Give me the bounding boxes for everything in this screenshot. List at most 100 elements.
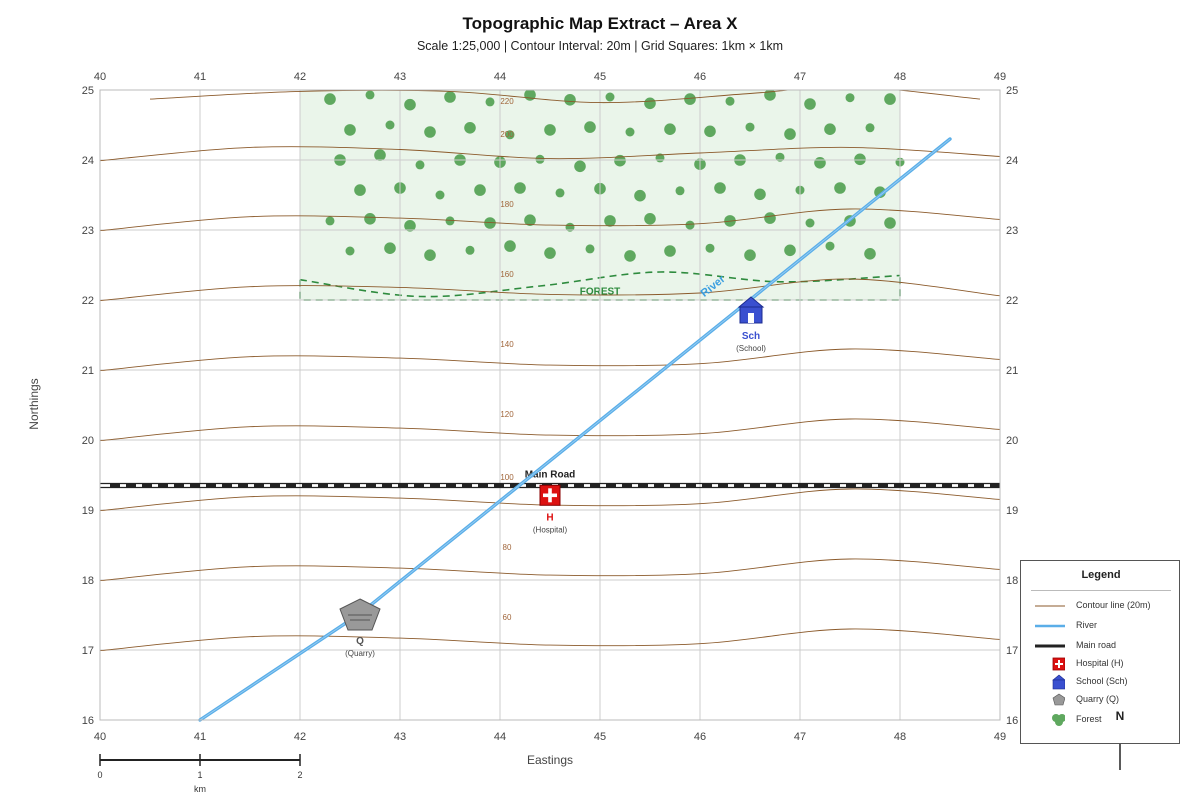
contour-line — [100, 348, 1000, 372]
contour-line — [100, 558, 1000, 582]
y-axis-title: Northings — [27, 378, 41, 430]
tree-icon — [824, 123, 836, 135]
legend-item-contour: Contour line (20m) — [1021, 598, 1181, 614]
northing-label-right: 24 — [1006, 155, 1018, 167]
tree-icon — [814, 157, 826, 169]
tree-icon — [754, 188, 766, 201]
contour-line — [100, 418, 1000, 442]
tree-icon — [764, 212, 776, 224]
quarry-name: (Quarry) — [345, 649, 375, 658]
contour-label: 60 — [503, 613, 512, 622]
legend-item-hospital: Hospital (H) — [1021, 656, 1181, 672]
school-name: (School) — [736, 344, 766, 353]
contour-label: 180 — [500, 200, 514, 209]
northing-label-left: 19 — [82, 505, 94, 517]
easting-label-bottom: 46 — [694, 731, 706, 743]
tree-icon — [884, 217, 896, 229]
tree-icon — [445, 216, 455, 226]
northing-label-right: 22 — [1006, 295, 1018, 307]
tree-icon — [344, 124, 356, 136]
northing-label-right: 16 — [1006, 715, 1018, 727]
tree-icon — [385, 120, 395, 130]
legend-item-school: School (Sch) — [1021, 674, 1181, 690]
easting-label-top: 48 — [894, 71, 906, 83]
hospital-name: (Hospital) — [533, 525, 568, 534]
tree-icon — [544, 247, 556, 259]
tree-icon — [574, 160, 586, 173]
tree-icon — [704, 125, 716, 138]
quarry-icon — [339, 598, 381, 631]
contour-line — [149, 90, 981, 104]
easting-label-top: 47 — [794, 71, 806, 83]
tree-icon — [404, 220, 416, 232]
hospital-icon — [1052, 657, 1065, 671]
easting-label-bottom: 41 — [194, 731, 206, 743]
tree-icon — [524, 214, 536, 226]
northing-label-right: 19 — [1006, 505, 1018, 517]
easting-label-top: 40 — [94, 71, 106, 83]
northing-label-right: 20 — [1006, 435, 1018, 447]
road-line-icon — [1035, 644, 1065, 648]
easting-label-bottom: 40 — [94, 731, 106, 743]
page-title: Topographic Map Extract – Area X — [462, 14, 738, 33]
contour-label: 160 — [500, 270, 514, 279]
northing-label-left: 17 — [82, 645, 94, 657]
tree-icon — [634, 189, 646, 202]
northing-label-right: 17 — [1006, 645, 1018, 657]
easting-label-top: 46 — [694, 71, 706, 83]
scale-tick-1: 1 — [197, 770, 202, 780]
tree-icon — [725, 96, 735, 106]
legend-title: Legend — [1081, 569, 1121, 581]
easting-label-bottom: 49 — [994, 731, 1006, 743]
legend-divider — [1031, 590, 1171, 591]
tree-icon — [675, 186, 685, 196]
contour-label: 200 — [500, 130, 514, 139]
northing-label-right: 18 — [1006, 575, 1018, 587]
quarry-icon — [1052, 693, 1065, 706]
tree-icon — [614, 154, 626, 167]
tree-icon — [664, 123, 676, 135]
tree-icon — [584, 121, 596, 133]
tree-icon — [845, 93, 855, 103]
legend-item-quarry: Quarry (Q) — [1021, 692, 1181, 708]
legend-label: River — [1076, 620, 1098, 630]
school-code: Sch — [742, 331, 760, 342]
tree-icon — [605, 92, 615, 102]
hospital-icon — [539, 484, 561, 506]
tree-icon — [834, 182, 846, 194]
scale-tick-2: 2 — [297, 770, 302, 780]
easting-label-top: 45 — [594, 71, 606, 83]
tree-icon — [604, 215, 616, 227]
tree-icon — [714, 182, 726, 194]
north-label: N — [1115, 709, 1125, 723]
northing-label-left: 16 — [82, 715, 94, 727]
northing-label-left: 20 — [82, 435, 94, 447]
tree-icon — [325, 216, 335, 226]
tree-icon — [415, 160, 425, 170]
easting-label-top: 41 — [194, 71, 206, 83]
tree-icon — [784, 244, 796, 257]
tree-icon — [775, 152, 785, 162]
school-icon — [737, 296, 765, 324]
tree-icon — [705, 243, 715, 253]
easting-label-bottom: 44 — [494, 731, 506, 743]
quarry-code: Q — [356, 636, 364, 647]
contour-line-icon — [1035, 605, 1065, 607]
tree-icon — [805, 218, 815, 228]
contour-label: 220 — [500, 97, 514, 106]
contour-label: 80 — [503, 543, 512, 552]
easting-label-top: 44 — [494, 71, 506, 83]
page-subtitle: Scale 1:25,000 | Contour Interval: 20m |… — [416, 39, 784, 53]
axis-tick-labels: 40 40 41 41 42 42 43 43 44 44 45 45 46 46 47 47 48 48 49 49… — [82, 71, 1019, 743]
contour-line — [100, 208, 1000, 232]
school-icon — [1052, 674, 1065, 690]
hospital-cross-h — [543, 493, 557, 498]
easting-label-bottom: 45 — [594, 731, 606, 743]
tree-icon — [444, 91, 456, 103]
tree-icon — [644, 97, 656, 110]
tree-icon — [485, 97, 495, 107]
contour-line — [100, 146, 1000, 162]
tree-icon — [564, 94, 576, 106]
tree-icon — [745, 122, 755, 132]
